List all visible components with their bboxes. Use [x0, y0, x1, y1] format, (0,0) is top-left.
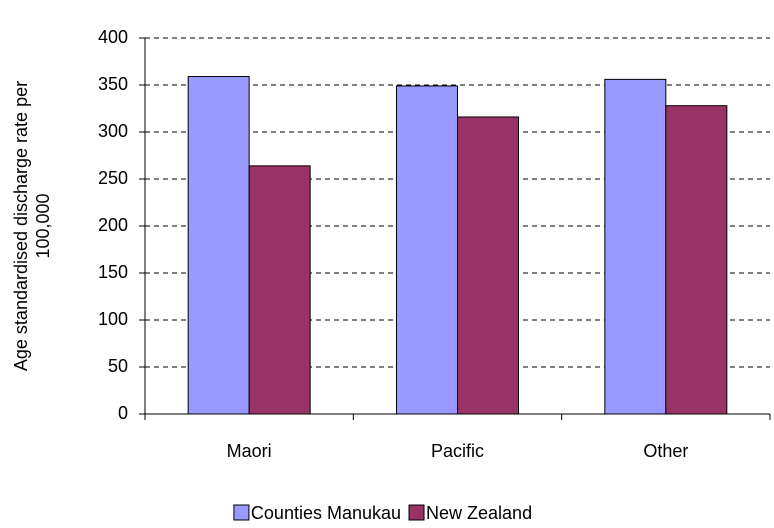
y-tick-label: 200: [98, 215, 128, 235]
x-tick-label: Maori: [227, 441, 272, 461]
bar: [457, 116, 519, 415]
bar: [187, 76, 250, 415]
bar: [665, 105, 728, 415]
bar: [248, 165, 311, 415]
y-tick-label: 100: [98, 309, 128, 329]
y-tick-label: 300: [98, 121, 128, 141]
x-tick-label: Pacific: [431, 441, 484, 461]
y-axis-label: 100,000: [33, 193, 53, 258]
y-tick-label: 400: [98, 27, 128, 47]
legend-label: Counties Manukau: [251, 503, 401, 523]
y-axis-label: Age standardised discharge rate per: [11, 81, 31, 371]
y-tick-label: 350: [98, 74, 128, 94]
bar: [604, 78, 667, 415]
legend-swatch: [233, 504, 250, 521]
y-tick-label: 250: [98, 168, 128, 188]
bar: [396, 85, 458, 415]
x-tick-label: Other: [643, 441, 688, 461]
y-tick-label: 0: [118, 403, 128, 423]
legend-label: New Zealand: [426, 503, 532, 523]
legend-swatch: [408, 504, 425, 521]
y-tick-label: 50: [108, 356, 128, 376]
y-tick-label: 150: [98, 262, 128, 282]
